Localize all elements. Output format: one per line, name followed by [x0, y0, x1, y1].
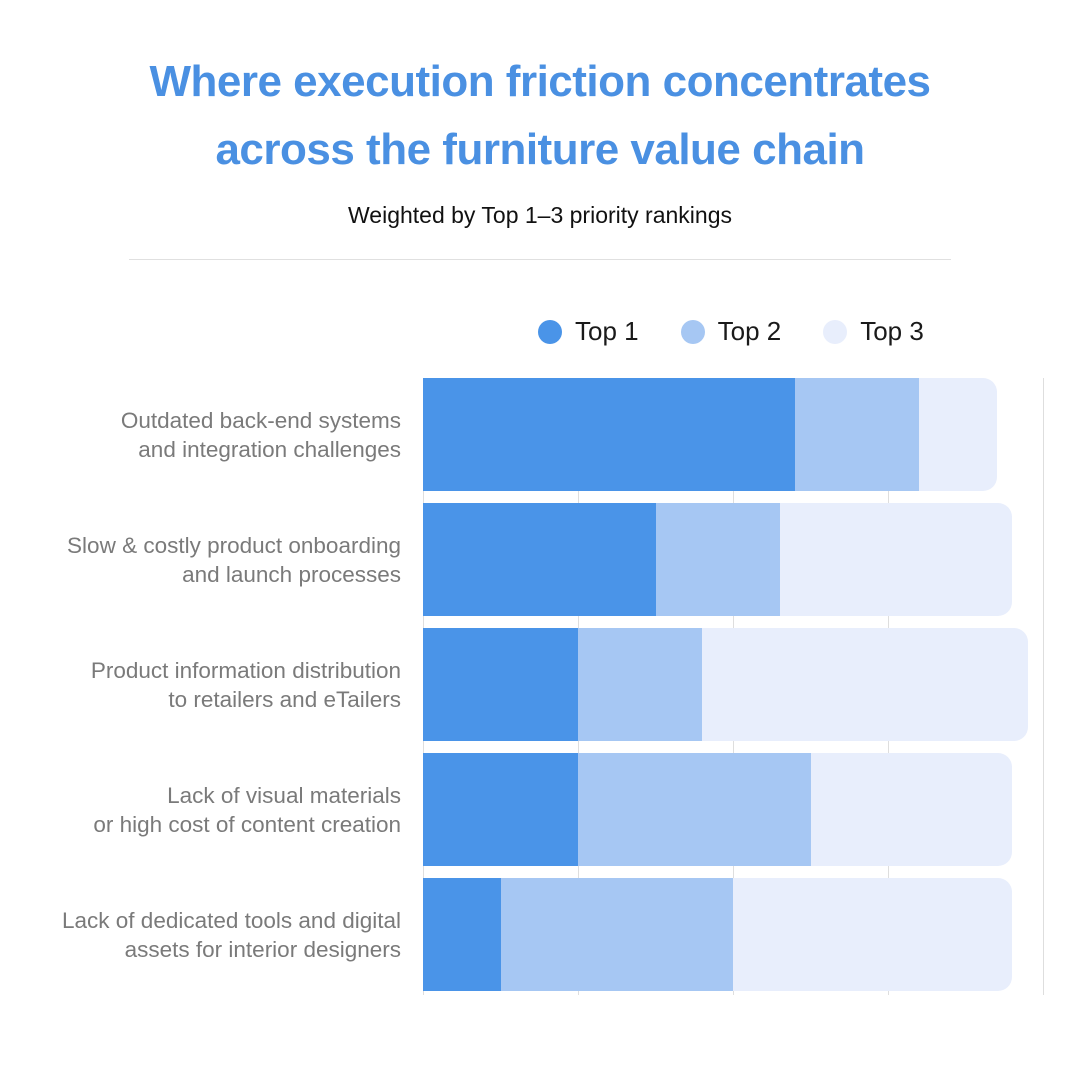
bar-stack: [423, 503, 1012, 616]
chart-row: Outdated back-end systems and integration…: [0, 378, 1080, 491]
category-label: Lack of dedicated tools and digital asset…: [0, 878, 423, 991]
bar-segment-top-1: [423, 878, 501, 991]
category-label-line: to retailers and eTailers: [168, 686, 401, 712]
stacked-bar-chart: Outdated back-end systems and integration…: [0, 378, 1080, 1003]
category-label-line: Lack of visual materials: [167, 782, 401, 808]
legend-label: Top 2: [717, 316, 782, 346]
legend-swatch-top-2-icon: [680, 319, 705, 344]
category-label: Slow & costly product onboarding and laun…: [0, 503, 423, 616]
bar-segment-top-2: [795, 378, 919, 491]
header-divider: [129, 259, 951, 260]
legend: Top 1 Top 2 Top 3: [538, 316, 924, 347]
chart-subtitle: Weighted by Top 1–3 priority rankings: [348, 202, 732, 228]
chart-row: Lack of visual materials or high cost of …: [0, 753, 1080, 866]
bar-segment-top-1: [423, 503, 656, 616]
chart-header: Where execution friction concentrates ac…: [0, 48, 1080, 230]
category-label: Product information distribution to retai…: [0, 628, 423, 741]
bar-segment-top-1: [423, 628, 578, 741]
bar-segment-top-1: [423, 753, 578, 866]
chart-title: Where execution friction concentrates ac…: [0, 48, 1080, 184]
category-label-line: Lack of dedicated tools and digital: [62, 907, 401, 933]
bar-stack: [423, 378, 997, 491]
bar-segment-top-3: [919, 378, 997, 491]
category-label-line: and launch processes: [182, 561, 401, 587]
category-label: Outdated back-end systems and integration…: [0, 378, 423, 491]
chart-title-line-2: across the furniture value chain: [215, 125, 865, 174]
legend-item-top-2[interactable]: Top 2: [680, 316, 782, 347]
legend-swatch-top-3-icon: [823, 319, 848, 344]
chart-row: Product information distribution to retai…: [0, 628, 1080, 741]
chart-title-line-1: Where execution friction concentrates: [149, 57, 931, 106]
category-label-line: Product information distribution: [90, 657, 401, 683]
category-label-line: and integration challenges: [138, 436, 401, 462]
bar-segment-top-3: [702, 628, 1028, 741]
category-label-line: Slow & costly product onboarding: [67, 532, 401, 558]
category-label-line: Outdated back-end systems: [120, 407, 401, 433]
chart-row: Slow & costly product onboarding and laun…: [0, 503, 1080, 616]
bar-stack: [423, 753, 1012, 866]
gridline: [1043, 378, 1044, 995]
bar-segment-top-2: [578, 753, 811, 866]
legend-item-top-3[interactable]: Top 3: [823, 316, 924, 347]
bar-segment-top-2: [500, 878, 733, 991]
bar-segment-top-3: [733, 878, 1012, 991]
chart-row: Lack of dedicated tools and digital asset…: [0, 878, 1080, 991]
category-label-line: assets for interior designers: [124, 936, 401, 962]
bar-segment-top-2: [655, 503, 780, 616]
bar-segment-top-3: [779, 503, 1012, 616]
legend-label: Top 1: [575, 316, 639, 346]
bar-segment-top-3: [810, 753, 1012, 866]
bar-segment-top-2: [578, 628, 702, 741]
bar-segment-top-1: [423, 378, 795, 491]
bar-stack: [423, 628, 1028, 741]
legend-label: Top 3: [860, 316, 924, 346]
category-label: Lack of visual materials or high cost of …: [0, 753, 423, 866]
legend-swatch-top-1-icon: [538, 319, 562, 344]
bar-stack: [423, 878, 1012, 991]
category-label-line: or high cost of content creation: [93, 811, 401, 837]
legend-item-top-1[interactable]: Top 1: [538, 316, 639, 347]
